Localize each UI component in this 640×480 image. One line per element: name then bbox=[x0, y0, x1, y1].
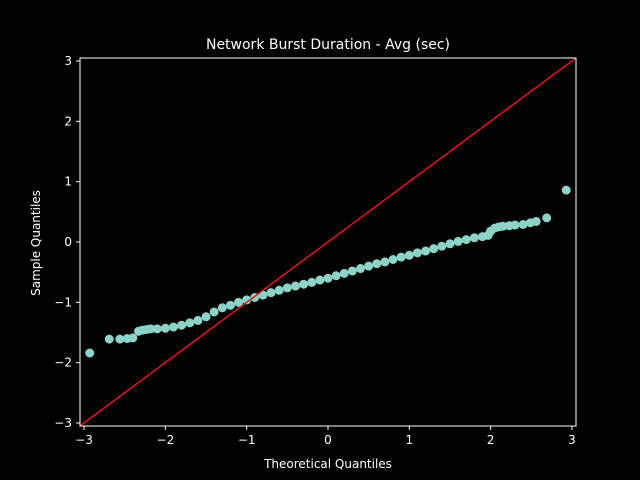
data-point bbox=[331, 271, 341, 281]
reference-line-group bbox=[79, 57, 577, 427]
data-point bbox=[561, 185, 571, 195]
x-tick-label: −2 bbox=[157, 433, 175, 447]
x-axis-ticks: −3 −2 −1 0 1 2 3 bbox=[75, 426, 576, 447]
x-tick-label: −3 bbox=[75, 433, 93, 447]
data-point bbox=[461, 235, 471, 245]
data-point bbox=[299, 279, 309, 289]
x-tick-label: 3 bbox=[568, 433, 576, 447]
data-point bbox=[185, 318, 195, 328]
data-point bbox=[396, 252, 406, 262]
data-point bbox=[152, 324, 162, 334]
y-tick-label: −3 bbox=[54, 416, 72, 430]
data-point bbox=[388, 255, 398, 264]
data-point bbox=[234, 297, 244, 307]
data-point bbox=[445, 239, 455, 249]
x-axis-label: Theoretical Quantiles bbox=[263, 457, 392, 471]
data-point bbox=[160, 323, 170, 333]
data-point bbox=[146, 324, 156, 334]
y-tick-label: 3 bbox=[64, 54, 72, 68]
y-tick-label: 0 bbox=[64, 235, 72, 249]
data-point bbox=[421, 246, 431, 256]
data-point bbox=[290, 281, 300, 291]
data-point bbox=[404, 250, 414, 260]
y-tick-label: 2 bbox=[64, 114, 72, 128]
data-point bbox=[315, 275, 325, 285]
y-tick-label: −2 bbox=[54, 356, 72, 370]
data-point bbox=[217, 303, 227, 313]
reference-line bbox=[79, 57, 577, 427]
data-point bbox=[282, 283, 292, 293]
data-point bbox=[356, 264, 366, 274]
data-point bbox=[85, 348, 95, 358]
data-point bbox=[412, 248, 422, 258]
data-point bbox=[429, 244, 439, 254]
x-tick-label: 0 bbox=[324, 433, 332, 447]
data-points bbox=[85, 185, 571, 358]
data-point bbox=[542, 213, 552, 223]
data-point bbox=[225, 300, 235, 310]
data-point bbox=[380, 257, 390, 267]
data-point bbox=[518, 220, 528, 229]
data-point bbox=[274, 285, 284, 295]
data-point bbox=[510, 220, 520, 230]
data-point bbox=[209, 307, 219, 317]
data-point bbox=[193, 315, 203, 325]
y-tick-label: 1 bbox=[64, 175, 72, 189]
data-point bbox=[169, 322, 179, 332]
data-point bbox=[201, 312, 211, 322]
x-tick-label: −1 bbox=[238, 433, 256, 447]
data-point bbox=[266, 288, 276, 298]
y-axis-label: Sample Quantiles bbox=[29, 190, 43, 296]
y-axis-ticks: −3 −2 −1 0 1 2 3 bbox=[54, 54, 80, 430]
x-tick-label: 2 bbox=[487, 433, 495, 447]
data-point bbox=[372, 259, 382, 269]
data-point bbox=[104, 334, 114, 344]
data-point bbox=[347, 266, 357, 276]
data-point bbox=[531, 216, 541, 226]
data-point bbox=[128, 333, 138, 343]
data-point bbox=[339, 268, 349, 278]
data-point bbox=[177, 320, 187, 330]
chart-title: Network Burst Duration - Avg (sec) bbox=[206, 37, 450, 53]
data-point bbox=[498, 221, 508, 231]
y-tick-label: −1 bbox=[54, 295, 72, 309]
data-point bbox=[242, 295, 252, 305]
data-point bbox=[307, 277, 317, 287]
data-point bbox=[469, 233, 479, 243]
x-tick-label: 1 bbox=[405, 433, 413, 447]
data-point bbox=[323, 273, 333, 283]
data-point bbox=[115, 334, 125, 344]
data-point bbox=[364, 261, 374, 271]
data-point bbox=[453, 236, 463, 246]
data-point bbox=[437, 241, 447, 251]
